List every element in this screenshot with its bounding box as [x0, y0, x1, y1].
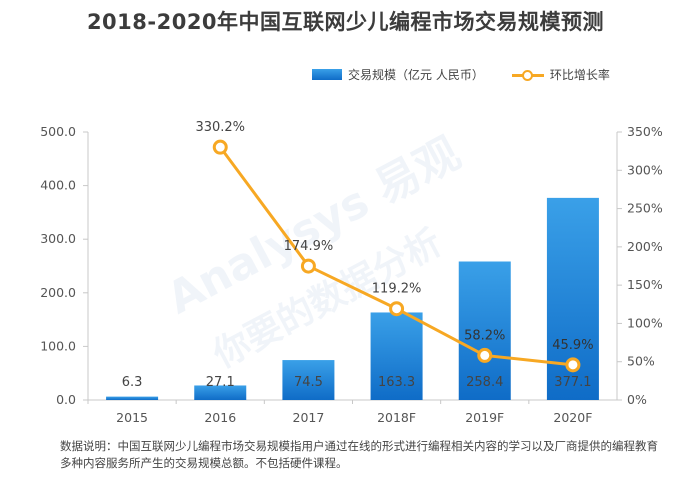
y-left-tick-label: 400.0: [40, 178, 76, 193]
y-right-tick-label: 200%: [627, 239, 663, 254]
y-left-tick-label: 300.0: [40, 231, 76, 246]
growth-rate-label: 174.9%: [284, 239, 334, 254]
data-note: 数据说明：中国互联网少儿编程市场交易规模指用户通过在线的形式进行编程相关内容的学…: [60, 439, 658, 470]
x-tick-label: 2015: [116, 410, 148, 425]
y-right-tick-label: 0%: [627, 392, 647, 407]
bar-2018F: [370, 312, 423, 400]
y-right-tick-label: 150%: [627, 277, 663, 292]
growth-point-2020F: [565, 357, 581, 373]
bar-2017: [282, 360, 335, 400]
bar-value-label: 377.1: [554, 375, 591, 390]
chart-title: 2018-2020年中国互联网少儿编程市场交易规模预测: [86, 10, 605, 34]
growth-rate-label: 330.2%: [195, 120, 245, 135]
y-left-tick-label: 0.0: [56, 392, 76, 407]
y-left-tick-label: 200.0: [40, 285, 76, 300]
y-right-tick-label: 250%: [627, 201, 663, 216]
growth-point-2019F: [477, 347, 493, 363]
legend-line-label: 环比增长率: [549, 68, 610, 82]
x-tick-label: 2018F: [377, 410, 416, 425]
bar-value-label: 258.4: [466, 375, 503, 390]
legend-line-swatch: [511, 69, 544, 81]
legend-bar-label: 交易规模（亿元 人民币）: [348, 68, 484, 82]
bar-value-label: 74.5: [294, 375, 323, 390]
x-tick-label: 2016: [204, 410, 236, 425]
growth-point-2017: [300, 258, 316, 274]
growth-rate-label: 58.2%: [464, 328, 505, 343]
growth-rate-label: 45.9%: [552, 338, 593, 353]
growth-rate-label: 119.2%: [372, 282, 422, 297]
y-left-tick-label: 500.0: [40, 124, 76, 139]
growth-point-2016: [212, 139, 228, 155]
x-tick-label: 2019F: [465, 410, 504, 425]
y-right-tick-label: 300%: [627, 162, 663, 177]
bar-2015: [106, 396, 159, 400]
x-tick-label: 2020F: [553, 410, 592, 425]
y-right-tick-label: 100%: [627, 315, 663, 330]
y-right-tick-label: 350%: [627, 124, 663, 139]
legend-bar-swatch: [312, 69, 342, 80]
growth-point-2018F: [389, 301, 405, 317]
bar-2019F: [458, 261, 511, 400]
bar-value-label: 163.3: [378, 375, 415, 390]
bar-value-label: 27.1: [206, 375, 235, 390]
chart-legend: 交易规模（亿元 人民币） 环比增长率: [312, 66, 610, 83]
y-left-tick-label: 100.0: [40, 338, 76, 353]
y-right-tick-label: 50%: [627, 354, 655, 369]
x-tick-label: 2017: [293, 410, 325, 425]
bar-2016: [194, 385, 247, 400]
bar-value-label: 6.3: [122, 375, 143, 390]
